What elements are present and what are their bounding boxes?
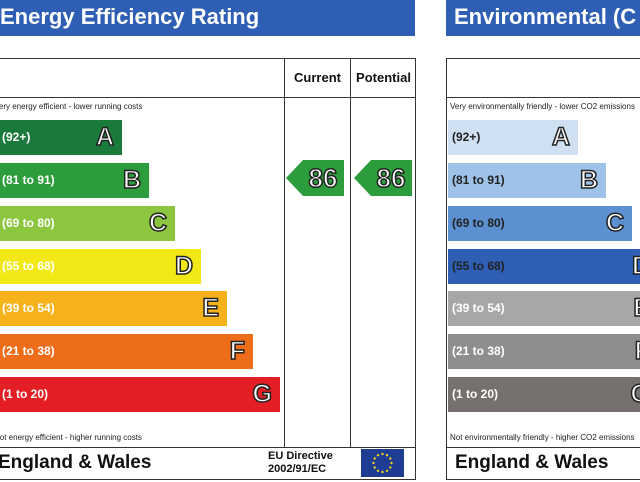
energy-band-range: (1 to 20): [2, 387, 49, 401]
energy-col-divider-2: [350, 58, 351, 448]
current-column-header: Current: [294, 70, 341, 85]
eu-star: [376, 454, 380, 457]
potential-arrow-shape: [354, 160, 412, 196]
environmental-band-e: (39 to 54) E: [448, 291, 640, 326]
eu-stars-icon: [372, 452, 393, 474]
environmental-title-text: Environmental (C: [454, 4, 637, 29]
environmental-band-letter: D: [631, 249, 640, 284]
environmental-band-a: (92+) A: [448, 120, 578, 155]
eu-directive-label: EU Directive 2002/91/EC: [268, 450, 333, 476]
energy-band-letter: C: [148, 208, 168, 238]
environmental-band-letter: C: [605, 208, 625, 238]
energy-band-range: (55 to 68): [2, 259, 55, 273]
energy-footer-region: England & Wales: [0, 452, 152, 473]
energy-band-b: (81 to 91) B: [0, 163, 149, 198]
environmental-band-b: (81 to 91) B: [448, 163, 606, 198]
potential-column-header: Potential: [356, 70, 411, 85]
environmental-bottom-caption: Not environmentally friendly - higher CO…: [450, 433, 635, 442]
environmental-band-range: (39 to 54): [452, 301, 505, 315]
environmental-band-range: (21 to 38): [452, 344, 505, 358]
energy-band-letter: A: [95, 122, 115, 152]
energy-band-letter: F: [229, 336, 246, 366]
eu-star: [372, 461, 375, 465]
energy-top-caption: Very energy efficient - lower running co…: [0, 102, 143, 111]
energy-band-a: (92+) A: [0, 120, 122, 155]
environmental-band-d: (55 to 68) D: [448, 249, 640, 284]
energy-band-letter: D: [174, 251, 194, 281]
energy-band-d: (55 to 68) D: [0, 249, 201, 284]
environmental-band-range: (81 to 91): [452, 173, 505, 187]
eu-star: [389, 466, 392, 469]
energy-header-divider: [0, 97, 416, 98]
energy-band-letter: B: [122, 165, 142, 195]
eu-star: [385, 469, 389, 472]
environmental-band-letter: G: [630, 377, 640, 412]
energy-band-range: (92+): [2, 130, 31, 144]
eu-star: [381, 470, 384, 474]
current-rating-arrow: [286, 160, 344, 196]
energy-bottom-caption: Not energy efficient - higher running co…: [0, 433, 142, 442]
energy-band-letter: E: [202, 293, 220, 323]
energy-band-f: (21 to 38) F: [0, 334, 253, 369]
energy-band-e: (39 to 54) E: [0, 291, 227, 326]
potential-rating-arrow: [354, 160, 412, 196]
eu-star: [373, 457, 376, 460]
environmental-band-letter: E: [633, 291, 640, 326]
eu-star: [389, 457, 392, 460]
current-arrow-shape: [286, 160, 344, 196]
energy-band-range: (81 to 91): [2, 173, 55, 187]
energy-title-text: Energy Efficiency Rating: [0, 4, 260, 29]
energy-rating-title: Energy Efficiency Rating: [0, 0, 415, 36]
eu-star: [390, 461, 393, 465]
energy-footer-divider: [0, 447, 416, 448]
environmental-band-letter: B: [579, 165, 599, 195]
environmental-footer-divider: [446, 447, 640, 448]
environmental-band-letter: F: [634, 334, 640, 369]
eu-star: [376, 469, 380, 472]
environmental-band-f: (21 to 38) F: [448, 334, 640, 369]
environmental-band-range: (1 to 20): [452, 387, 499, 401]
environmental-band-letter: A: [551, 122, 571, 152]
eu-star: [373, 466, 376, 469]
potential-rating-value: 86: [376, 162, 406, 194]
environmental-band-c: (69 to 80) C: [448, 206, 632, 241]
energy-band-range: (21 to 38): [2, 344, 55, 358]
environmental-band-g: (1 to 20) G: [448, 377, 640, 412]
environmental-top-caption: Very environmentally friendly - lower CO…: [450, 102, 635, 111]
environmental-rating-title: Environmental (C: [446, 0, 640, 36]
environmental-band-range: (92+): [452, 130, 481, 144]
eu-directive-line1: EU Directive: [268, 450, 333, 462]
current-rating-value: 86: [308, 162, 338, 194]
energy-band-letter: G: [252, 379, 273, 409]
eu-star: [385, 454, 389, 457]
eu-flag-icon: [361, 449, 404, 477]
eu-star: [381, 452, 384, 456]
energy-band-g: (1 to 20) G: [0, 377, 280, 412]
environmental-footer-region: England & Wales: [455, 452, 609, 473]
environmental-band-range: (69 to 80): [452, 216, 505, 230]
energy-band-range: (39 to 54): [2, 301, 55, 315]
eu-directive-line2: 2002/91/EC: [268, 463, 327, 475]
environmental-header-divider: [446, 97, 640, 98]
energy-band-range: (69 to 80): [2, 216, 55, 230]
energy-col-divider-1: [284, 58, 285, 448]
environmental-band-range: (55 to 68): [452, 259, 505, 273]
energy-band-c: (69 to 80) C: [0, 206, 175, 241]
